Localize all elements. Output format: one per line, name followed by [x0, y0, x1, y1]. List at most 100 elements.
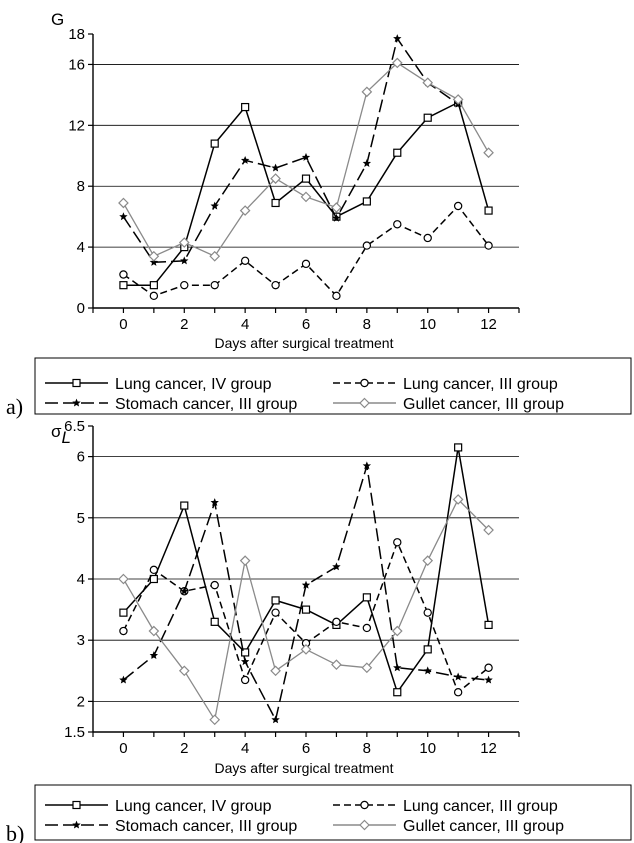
panel-b-ytick-label-0: 1.5 [64, 724, 85, 741]
panel-a-series-0-point-4 [241, 102, 250, 112]
panel-b-legend-label-0: Lung cancer, IV group [115, 798, 272, 815]
panel-b-series-1-point-12 [484, 663, 493, 672]
panel-b-series-2 [119, 461, 493, 724]
panel-a-series-2-point-3 [210, 201, 219, 210]
panel-b-ytick-label-2: 3 [77, 632, 85, 649]
panel-a-series-1-point-12 [484, 241, 493, 250]
panel-b: σL 1.5 2 3 4 5 6 6.5 0 2 4 6 8 10 12 Days after surgi… [51, 418, 520, 776]
panel-a-series-0-point-1 [149, 281, 158, 290]
panel-a-ticks: 0 4 8 12 16 18 0 2 4 6 8 10 12 [68, 26, 520, 333]
panel-a-series-2-point-9 [393, 34, 402, 43]
panel-b-series-0-point-5 [271, 596, 280, 605]
panel-a-series-2-point-6 [301, 152, 311, 161]
panel-b-series-1-point-4 [240, 675, 250, 685]
panel-a-ytick-label-0: 0 [77, 300, 85, 317]
panel-a-xtick-label-6: 12 [480, 316, 497, 333]
panel-b-series-0-point-11 [454, 443, 463, 452]
panel-b-series-0-line [122, 446, 490, 693]
panel-a-series-0-point-9 [393, 148, 402, 157]
panel-b-series-1-point-10 [423, 608, 432, 617]
panel-b-series-2-point-2 [180, 586, 189, 595]
panel-a-series-1-point-8 [362, 241, 372, 250]
panel-b-legend-label-1: Lung cancer, III group [403, 798, 558, 815]
panel-b-series-3 [118, 494, 494, 726]
panel-b-xtick-label-4: 8 [363, 740, 371, 757]
panel-a-series-3-point-12 [483, 147, 494, 159]
panel-b-series-3-point-6 [300, 644, 312, 655]
panel-a-legend-marker-0 [72, 378, 81, 388]
panel-b-series-2-point-5 [271, 715, 280, 724]
panel-a-series-2-line [122, 37, 459, 264]
panel-a-series-0-point-3 [210, 139, 219, 148]
panel-b-xtick-label-0: 0 [119, 740, 127, 757]
panel-b-letter: b) [6, 821, 24, 843]
panel-b-ylabel-sub: L [62, 428, 71, 447]
panel-b-series-2-point-7 [332, 562, 341, 571]
panel-a-series-3-point-1 [148, 250, 160, 262]
panel-b-ytick-label-3: 4 [77, 571, 85, 588]
panel-b-ytick-label-1: 2 [77, 693, 85, 710]
panel-a-grid [93, 64, 519, 248]
panel-a-xtick-label-3: 6 [302, 316, 310, 333]
panel-b-series-3-point-7 [331, 659, 342, 671]
panel-a-series [118, 34, 494, 301]
panel-a-series-3-point-9 [391, 57, 403, 69]
panel-a-ytick-label-3: 12 [68, 117, 85, 134]
panel-a-series-0-point-5 [271, 198, 280, 208]
panel-a-ytick-label-1: 4 [77, 239, 85, 256]
panel-a-series-2-point-8 [362, 158, 372, 167]
panel-b-series-0-point-9 [393, 688, 402, 697]
panel-b-series-3-point-0 [118, 573, 129, 585]
panel-b-series-0-point-10 [423, 645, 432, 654]
panel-b-series-0-point-2 [180, 501, 189, 510]
panel-a: G 0 4 8 12 16 18 0 2 4 6 8 10 12 Days after surgical… [51, 10, 520, 351]
panel-a-legend-label-2: Stomach cancer, III group [115, 396, 297, 413]
panel-a-legend-marker-3 [359, 397, 370, 409]
panel-b-series-3-point-10 [422, 555, 434, 566]
panel-a-series-3 [118, 57, 494, 262]
panel-a-xlabel: Days after surgical treatment [215, 335, 394, 351]
panel-b-ticks: 1.5 2 3 4 5 6 6.5 0 2 4 6 8 10 12 [64, 418, 520, 757]
panel-a-legend-marker-1 [360, 378, 369, 388]
panel-b-xtick-label-1: 2 [180, 740, 188, 757]
panel-a-series-1-point-6 [301, 259, 311, 269]
panel-b-xtick-label-2: 4 [241, 740, 249, 757]
panel-b-series-0-point-1 [149, 574, 158, 584]
panel-b-series-1-point-11 [453, 688, 463, 697]
panel-a-series-3-point-0 [118, 197, 129, 209]
panel-b-series-2-point-0 [119, 675, 128, 684]
panel-a-letter: a) [6, 394, 23, 419]
panel-b-series-0-point-4 [241, 648, 250, 657]
panel-b-series-1-point-8 [362, 623, 372, 633]
panel-a-series-1-point-2 [180, 280, 189, 290]
panel-b-series-3-point-3 [209, 714, 221, 726]
panel-a-series-3-point-6 [300, 191, 312, 203]
panel-b-legend-marker-3 [359, 819, 370, 831]
panel-b-grid [93, 456, 519, 702]
panel-a-xtick-label-1: 2 [180, 316, 188, 333]
panel-a-series-1-point-4 [240, 256, 250, 266]
panel-b-ytick-label-6: 6.5 [64, 418, 85, 435]
panel-b-series-3-point-4 [239, 555, 251, 566]
panel-a-series-1-point-3 [210, 280, 219, 290]
panel-b-series-0-point-0 [119, 608, 128, 617]
panel-b-legend-label-3: Gullet cancer, III group [403, 818, 564, 835]
panel-a-series-3-point-4 [239, 205, 251, 216]
panel-a-legend-label-1: Lung cancer, III group [403, 376, 558, 393]
panel-a-series-1 [119, 201, 493, 301]
panel-b-series-2-line [122, 465, 489, 721]
panel-a-series-0-point-0 [119, 281, 128, 290]
panel-a-xtick-label-0: 0 [119, 316, 127, 333]
panel-b-xtick-label-6: 12 [480, 740, 497, 757]
panel-a-ylabel: G [51, 10, 64, 29]
panel-b-series-2-point-1 [149, 651, 159, 660]
panel-a-series-1-line [122, 205, 490, 297]
panel-b-ytick-label-4: 5 [77, 510, 85, 527]
panel-b-xtick-label-3: 6 [302, 740, 310, 757]
panel-a-series-0-point-8 [362, 197, 371, 206]
panel-b-series-2-point-8 [362, 461, 372, 470]
panel-a-series-2-point-4 [240, 155, 250, 164]
panel-a-series-3-point-8 [361, 86, 373, 98]
panel-b-ytick-label-5: 6 [77, 449, 85, 466]
